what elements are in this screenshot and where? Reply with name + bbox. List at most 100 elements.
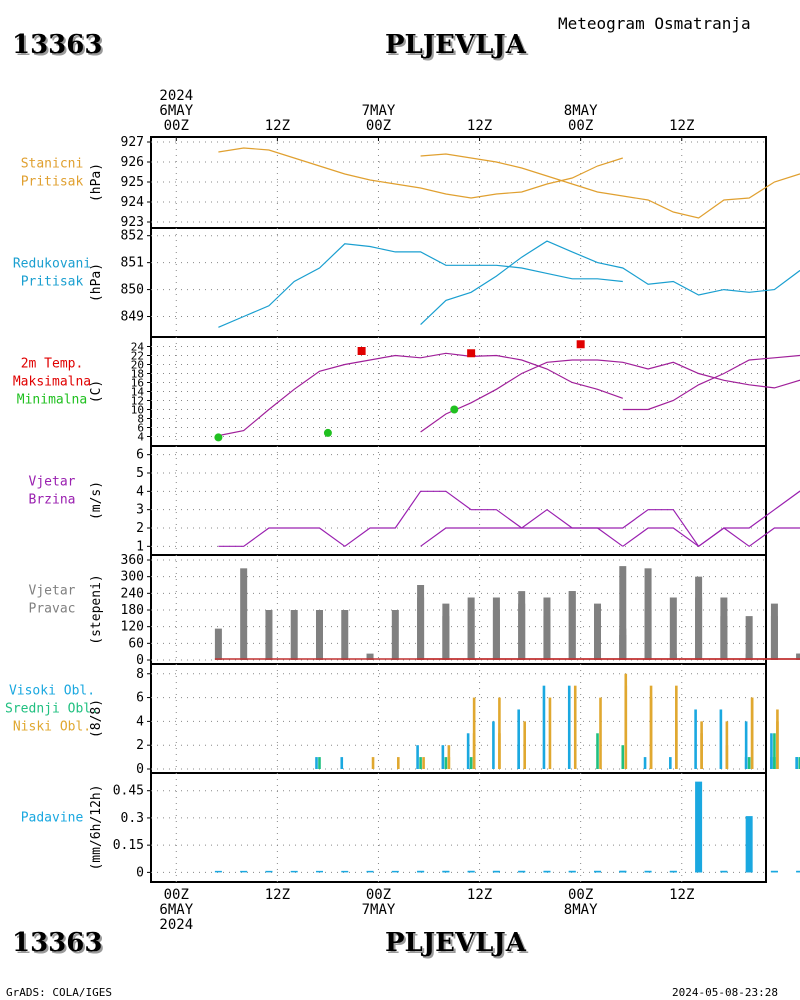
bar-cloud_cover (770, 733, 773, 769)
bar-cloud_cover (447, 757, 451, 769)
time-label-top: 7MAY (362, 103, 396, 119)
ytick-label-reduced_pressure: 849 (121, 310, 144, 325)
bar-wind_direction (770, 603, 778, 660)
ytick-label-cloud_cover: 2 (136, 738, 144, 753)
ytick-label-station_pressure: 925 (121, 175, 144, 190)
series-line-reduced_pressure (218, 243, 623, 328)
precip-bar (644, 870, 652, 873)
ytick-label-station_pressure: 923 (121, 215, 144, 230)
time-label-top: 00Z (366, 118, 391, 134)
bar-wind_direction (568, 591, 576, 660)
ytick-label-wind_direction: 180 (121, 603, 144, 618)
ytick-label-cloud_cover: 6 (136, 691, 144, 706)
bar-cloud_cover (422, 757, 425, 769)
ytick-label-wind_speed: 3 (136, 503, 144, 518)
time-label-top: 8MAY (564, 103, 598, 119)
time-label-bottom: 00Z (568, 887, 593, 903)
bar-wind_direction (214, 628, 222, 660)
time-label-bottom: 00Z (164, 887, 189, 903)
precip-bar (619, 870, 627, 873)
ytick-label-temperature: 6 (137, 422, 144, 435)
bar-wind_direction (594, 603, 602, 660)
precip-bar (442, 870, 450, 873)
ytick-label-cloud_cover: 8 (136, 667, 144, 682)
panel-label-wind_direction: Vjetar (29, 584, 76, 599)
time-label-top: 12Z (669, 118, 694, 134)
bar-cloud_cover (340, 757, 344, 769)
bar-wind_direction (518, 603, 526, 660)
bar-cloud_cover (621, 745, 625, 769)
precip-bar (669, 870, 677, 873)
unit-label-cloud_cover: (8/8) (89, 699, 104, 738)
bar-cloud_cover (643, 757, 647, 769)
ytick-label-precipitation: 0 (136, 865, 144, 880)
time-label-bottom: 8MAY (564, 902, 598, 918)
precip-bar (543, 870, 551, 873)
bar-cloud_cover (725, 745, 729, 769)
ytick-label-wind_direction: 120 (121, 620, 144, 635)
panel-label-wind_speed: Vjetar (29, 475, 76, 490)
ytick-label-wind_speed: 5 (136, 466, 144, 481)
precip-bar (695, 781, 703, 873)
tmax-marker (576, 340, 585, 349)
bar-cloud_cover (567, 685, 571, 769)
panel-label-reduced_pressure: Pritisak (21, 275, 84, 290)
series-line-wind_speed (420, 509, 800, 548)
panel-label-cloud_cover: Visoki Obl. (9, 684, 95, 699)
precip-bar (417, 870, 425, 873)
panel-label-temperature: 2m Temp. (21, 357, 84, 372)
time-label-bottom: 2024 (159, 917, 193, 933)
panel-label-precipitation: Padavine (21, 811, 84, 826)
bar-wind_direction (265, 610, 273, 660)
precip-bar (391, 870, 399, 873)
panel-label-cloud_cover: Niski Obl. (13, 720, 91, 735)
bar-wind_direction (391, 610, 399, 660)
bar-cloud_cover (798, 757, 800, 769)
bar-cloud_cover (744, 721, 748, 769)
series-line-temperature (420, 359, 800, 433)
bar-wind_direction (619, 635, 627, 660)
ytick-label-station_pressure: 927 (121, 135, 144, 150)
credit-text: GrADS: COLA/IGES (6, 986, 112, 999)
timestamp-text: 2024-05-08-23:28 (672, 986, 778, 999)
unit-label-precipitation: (mm/6h/12h) (89, 784, 104, 870)
ytick-label-temperature: 4 (137, 431, 144, 444)
time-label-bottom: 6MAY (159, 902, 193, 918)
bar-wind_direction (366, 653, 374, 660)
bar-cloud_cover (747, 757, 751, 769)
precip-bar (745, 870, 753, 873)
ytick-label-temperature: 20 (131, 359, 144, 372)
ytick-label-wind_direction: 300 (121, 570, 144, 585)
bar-cloud_cover (675, 721, 678, 769)
tmin-marker (214, 433, 223, 442)
tmax-marker (357, 347, 366, 355)
series-line-wind_speed (218, 490, 624, 548)
bar-cloud_cover (469, 757, 473, 769)
bar-cloud_cover (776, 721, 779, 769)
time-label-top: 6MAY (159, 103, 193, 119)
station-id-top: 13363 (12, 30, 103, 60)
panel-label-wind_direction: Pravac (29, 602, 76, 617)
bar-cloud_cover (596, 733, 599, 769)
ytick-label-wind_speed: 4 (136, 484, 144, 499)
bar-wind_direction (695, 576, 703, 660)
time-label-top: 12Z (265, 118, 290, 134)
precip-bar (720, 870, 728, 873)
bar-wind_direction (290, 610, 298, 660)
bar-wind_direction (669, 597, 677, 660)
time-label-top: 2024 (159, 88, 193, 104)
time-label-bottom: 12Z (669, 887, 694, 903)
bar-cloud_cover (573, 685, 577, 769)
meteogram-title: Meteogram Osmatranja (558, 14, 751, 33)
tmin-marker (450, 405, 459, 414)
series-line-station_pressure (218, 147, 623, 199)
ytick-label-reduced_pressure: 851 (121, 256, 144, 271)
bar-cloud_cover (599, 697, 602, 769)
panel-label-temperature: Maksimalna (13, 375, 91, 390)
bar-cloud_cover (466, 733, 470, 769)
ytick-label-precipitation: 0.15 (113, 838, 144, 853)
ytick-label-cloud_cover: 4 (136, 714, 144, 729)
bar-wind_direction (442, 616, 450, 660)
precip-bar (214, 870, 222, 873)
